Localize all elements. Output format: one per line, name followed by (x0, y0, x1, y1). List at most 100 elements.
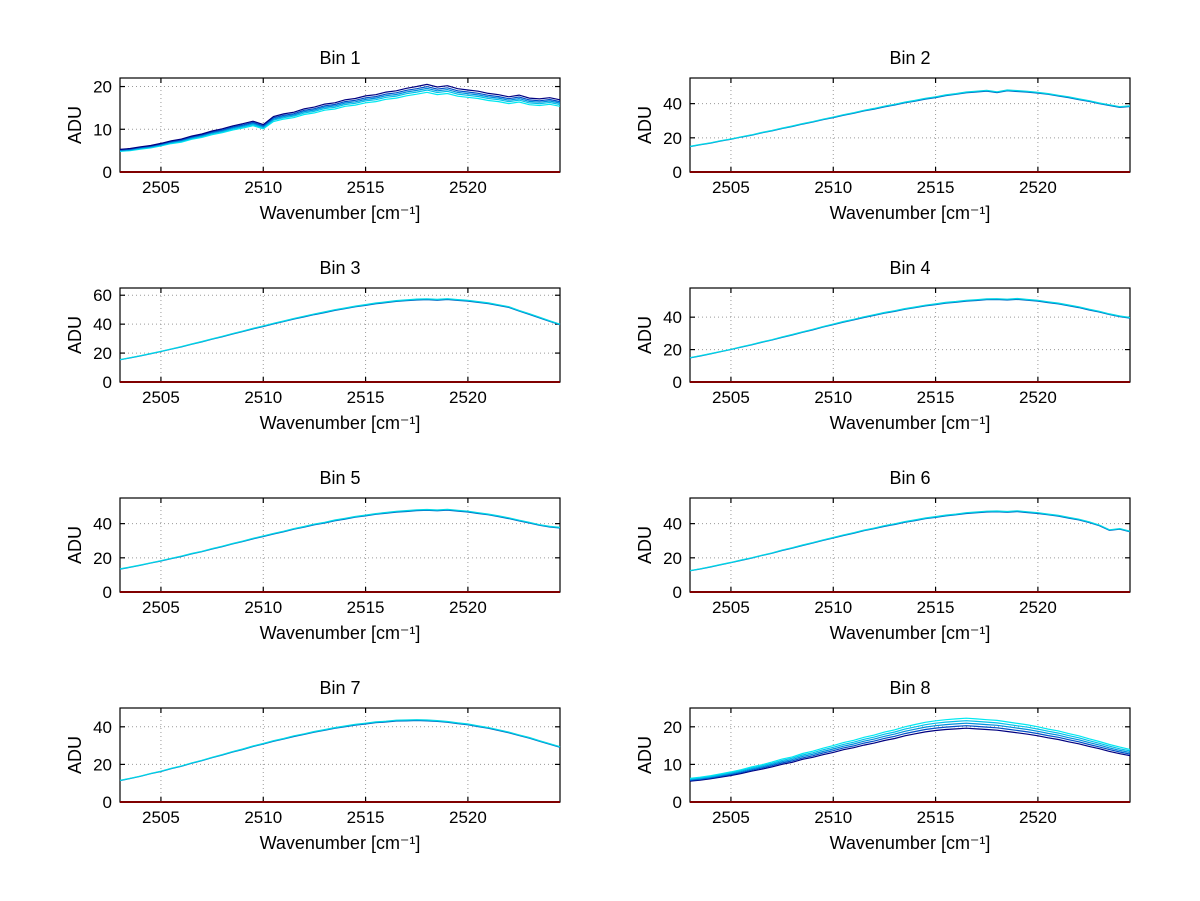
axes-box (119, 707, 561, 803)
spectrum-trace-2 (119, 719, 561, 782)
y-tick-label: 10 (93, 120, 112, 139)
x-tick-label: 2510 (814, 178, 852, 197)
x-tick-label: 2515 (347, 178, 385, 197)
y-tick-label: 40 (663, 515, 682, 534)
plot-title: Bin 8 (889, 678, 931, 698)
plot-title: Bin 5 (319, 468, 361, 488)
x-tick-label: 2505 (142, 598, 180, 617)
plot-title: Bin 3 (319, 258, 361, 278)
spectrum-trace-1 (119, 719, 561, 781)
x-axis-label: Wavenumber [cm⁻¹] (259, 203, 421, 223)
y-tick-label: 0 (103, 583, 112, 602)
y-tick-label: 40 (663, 95, 682, 114)
spectrum-trace-1 (689, 297, 1131, 359)
y-axis-label: ADU (635, 316, 655, 354)
x-tick-label: 2520 (1019, 598, 1057, 617)
spectrum-trace-1 (689, 89, 1131, 147)
y-tick-label: 20 (663, 129, 682, 148)
x-axis-label: Wavenumber [cm⁻¹] (829, 833, 991, 853)
spectrum-trace-4 (119, 89, 561, 152)
plot-title: Bin 1 (319, 48, 361, 68)
y-tick-label: 20 (93, 549, 112, 568)
subplot-bin-2: Bin 2 ADU 2505 2510 2515 2520 0 20 40 Wavenumb… (635, 46, 1135, 228)
spectrum-trace-1 (689, 510, 1131, 572)
plot-canvas-bin-4: ADU 2505 2510 2515 2520 0 20 40 (635, 287, 1131, 407)
x-tick-label: 2515 (347, 598, 385, 617)
spectrum-trace-5 (689, 727, 1131, 782)
spectrum-trace-5 (119, 91, 561, 152)
subplot-bin-5: Bin 5 ADU 2505 2510 2515 2520 0 20 40 Wavenumb… (65, 466, 565, 648)
y-axis-label: ADU (65, 316, 85, 354)
y-tick-label: 0 (103, 793, 112, 812)
spectrum-trace-1 (689, 717, 1131, 779)
plot-canvas-bin-7: ADU 2505 2510 2515 2520 0 20 40 (65, 707, 561, 827)
axes-box (689, 287, 1131, 383)
x-axis-label: Wavenumber [cm⁻¹] (259, 833, 421, 853)
x-tick-label: 2510 (244, 598, 282, 617)
y-tick-label: 20 (663, 718, 682, 737)
y-axis-label: ADU (65, 736, 85, 774)
y-tick-label: 20 (93, 755, 112, 774)
subplot-bin-3: Bin 3 ADU 2505 2510 2515 2520 0 20 40 60 Wavenu… (65, 256, 565, 438)
x-tick-label: 2515 (917, 388, 955, 407)
plot-title: Bin 6 (889, 468, 931, 488)
x-tick-label: 2510 (814, 808, 852, 827)
x-tick-label: 2515 (347, 388, 385, 407)
subplot-grid: Bin 1 ADU 2505 2510 2515 2520 0 10 20 Wavenumb… (0, 46, 1200, 858)
spectrum-trace-2 (119, 85, 561, 151)
spectrum-trace-2 (689, 720, 1131, 780)
plot-title: Bin 7 (319, 678, 361, 698)
plot-title: Bin 4 (889, 258, 931, 278)
y-tick-label: 0 (673, 163, 682, 182)
axes-box (119, 287, 561, 383)
plot-title: Bin 2 (889, 48, 931, 68)
y-axis-label: ADU (635, 106, 655, 144)
x-tick-label: 2510 (814, 598, 852, 617)
spectrum-trace-3 (689, 722, 1131, 781)
plot-canvas-bin-6: ADU 2505 2510 2515 2520 0 20 40 (635, 497, 1131, 617)
y-tick-label: 0 (673, 793, 682, 812)
subplot-bin-6: Bin 6 ADU 2505 2510 2515 2520 0 20 40 Wavenumb… (635, 466, 1135, 648)
subplot-bin-1: Bin 1 ADU 2505 2510 2515 2520 0 10 20 Wavenumb… (65, 46, 565, 228)
y-tick-label: 0 (673, 583, 682, 602)
x-tick-label: 2520 (1019, 808, 1057, 827)
plot-canvas-bin-8: ADU 2505 2510 2515 2520 0 10 20 (635, 707, 1131, 827)
y-tick-label: 20 (663, 549, 682, 568)
y-axis-label: ADU (65, 526, 85, 564)
x-tick-label: 2510 (244, 178, 282, 197)
axes-box (689, 497, 1131, 593)
x-tick-label: 2520 (449, 808, 487, 827)
y-tick-label: 20 (93, 78, 112, 97)
axes-box (119, 77, 561, 173)
x-tick-label: 2510 (814, 388, 852, 407)
x-tick-label: 2505 (712, 808, 750, 827)
y-tick-label: 40 (93, 515, 112, 534)
plot-canvas-bin-1: ADU 2505 2510 2515 2520 0 10 20 (65, 77, 561, 197)
y-tick-label: 40 (93, 718, 112, 737)
y-tick-label: 0 (103, 163, 112, 182)
y-tick-label: 10 (663, 755, 682, 774)
x-tick-label: 2510 (244, 388, 282, 407)
x-axis-label: Wavenumber [cm⁻¹] (259, 623, 421, 643)
axes-box (119, 497, 561, 593)
x-tick-label: 2515 (917, 178, 955, 197)
y-tick-label: 0 (673, 373, 682, 392)
spectrum-trace-1 (119, 298, 561, 361)
y-axis-label: ADU (635, 526, 655, 564)
y-axis-label: ADU (65, 106, 85, 144)
y-tick-label: 0 (103, 373, 112, 392)
y-tick-label: 60 (93, 286, 112, 305)
y-axis-label: ADU (635, 736, 655, 774)
y-tick-label: 40 (93, 315, 112, 334)
x-tick-label: 2505 (142, 388, 180, 407)
x-axis-label: Wavenumber [cm⁻¹] (259, 413, 421, 433)
y-tick-label: 20 (93, 344, 112, 363)
plot-canvas-bin-2: ADU 2505 2510 2515 2520 0 20 40 (635, 77, 1131, 197)
x-tick-label: 2505 (142, 178, 180, 197)
x-tick-label: 2515 (917, 598, 955, 617)
plot-canvas-bin-3: ADU 2505 2510 2515 2520 0 20 40 60 (65, 286, 561, 407)
subplot-bin-4: Bin 4 ADU 2505 2510 2515 2520 0 20 40 Wavenumb… (635, 256, 1135, 438)
x-tick-label: 2505 (142, 808, 180, 827)
x-tick-label: 2505 (712, 178, 750, 197)
